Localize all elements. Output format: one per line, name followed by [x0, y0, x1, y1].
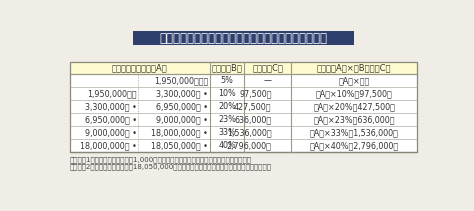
Text: （A）×５％: （A）×５％	[338, 76, 370, 85]
Text: 控除額（C）: 控除額（C）	[252, 63, 283, 72]
Text: 636,000円: 636,000円	[235, 115, 272, 124]
Text: （A）×33%－1,536,000円: （A）×33%－1,536,000円	[310, 128, 399, 137]
Text: 3,300,000円 •: 3,300,000円 •	[85, 102, 137, 111]
Text: （A）×40%－2,796,000円: （A）×40%－2,796,000円	[310, 141, 399, 150]
Text: 2,796,000円: 2,796,000円	[227, 141, 272, 150]
Bar	[133, 31, 354, 45]
Text: 課税給与所得金額（A）: 課税給与所得金額（A）	[112, 63, 168, 72]
Text: （A）×10%－97,500円: （A）×10%－97,500円	[316, 89, 392, 98]
Text: 税　率（B）: 税 率（B）	[211, 63, 243, 72]
Text: 18,050,000円 •: 18,050,000円 •	[151, 141, 208, 150]
Text: 20%: 20%	[218, 102, 236, 111]
Text: 3,300,000円 •: 3,300,000円 •	[156, 89, 208, 98]
Text: 9,000,000円 •: 9,000,000円 •	[85, 128, 137, 137]
Text: 1,950,000円以下: 1,950,000円以下	[154, 76, 208, 85]
Text: 税額＝（A）×（B）－（C）: 税額＝（A）×（B）－（C）	[317, 63, 392, 72]
Text: （A）×23%－636,000円: （A）×23%－636,000円	[313, 115, 395, 124]
Text: 18,000,000円 •: 18,000,000円 •	[151, 128, 208, 137]
Text: 2　課税給与所得金額が18,050,000円を超える場合は、年末調整の対象となりません。: 2 課税給与所得金額が18,050,000円を超える場合は、年末調整の対象となり…	[70, 163, 272, 170]
Text: 5%: 5%	[220, 76, 234, 85]
Text: 427,500円: 427,500円	[234, 102, 272, 111]
Bar	[70, 62, 417, 152]
Text: 6,950,000円 •: 6,950,000円 •	[85, 115, 137, 124]
Text: 40%: 40%	[218, 141, 236, 150]
Text: 18,000,000円 •: 18,000,000円 •	[80, 141, 137, 150]
Text: 1,536,000円: 1,536,000円	[227, 128, 272, 137]
Text: 6,950,000円 •: 6,950,000円 •	[156, 102, 208, 111]
Text: 1,950,000円超: 1,950,000円超	[87, 89, 137, 98]
Text: 令和５年分の年末調整のための算出所得税額の速算表: 令和５年分の年末調整のための算出所得税額の速算表	[159, 31, 328, 45]
Text: 97,500円: 97,500円	[239, 89, 272, 98]
Text: （注）　1　課税給与所得金額に1,000円未満の端数があるときは、これを切り捨てます。: （注） 1 課税給与所得金額に1,000円未満の端数があるときは、これを切り捨て…	[70, 156, 252, 163]
Text: 33%: 33%	[218, 128, 236, 137]
Bar	[70, 62, 417, 74]
Text: 9,000,000円 •: 9,000,000円 •	[156, 115, 208, 124]
Text: （A）×20%－427,500円: （A）×20%－427,500円	[313, 102, 395, 111]
Text: —: —	[264, 76, 272, 85]
Text: 23%: 23%	[218, 115, 236, 124]
Text: 10%: 10%	[218, 89, 236, 98]
Bar	[70, 62, 417, 152]
